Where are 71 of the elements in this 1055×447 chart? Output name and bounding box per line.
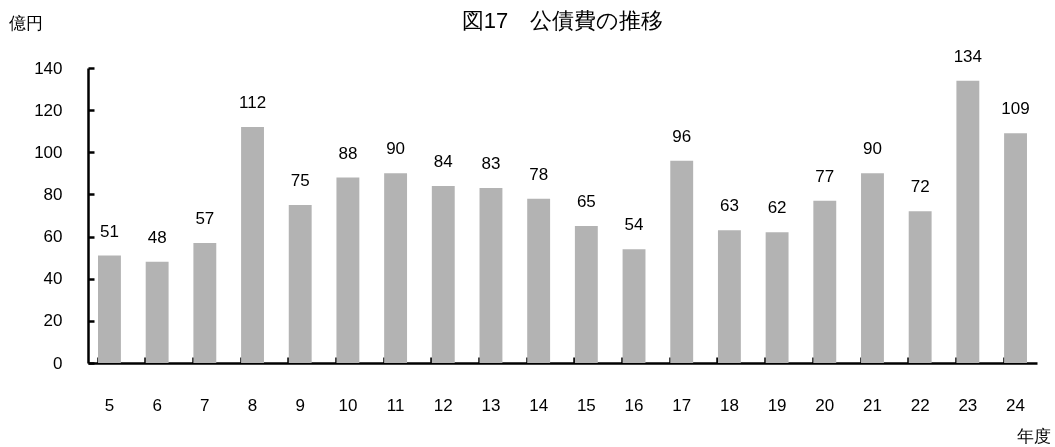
bar [98, 255, 121, 363]
data-label: 90 [386, 139, 406, 159]
x-tick-label: 23 [958, 395, 978, 415]
y-tick-label: 60 [43, 227, 63, 247]
bar [527, 198, 551, 363]
bar [908, 211, 932, 363]
bar [717, 230, 741, 363]
bar [765, 232, 789, 363]
x-tick-label: 22 [910, 395, 930, 415]
data-label: 72 [910, 177, 930, 197]
x-tick-label: 24 [1006, 395, 1025, 415]
data-label: 48 [147, 227, 167, 247]
x-tick-label: 13 [481, 395, 501, 415]
bar [145, 261, 169, 363]
bar [813, 200, 837, 363]
chart-title: 図17 公債費の推移 [461, 8, 664, 33]
x-tick-label: 21 [863, 395, 882, 415]
y-tick-label: 40 [43, 269, 63, 289]
x-tick-label: 9 [295, 395, 305, 415]
x-tick-label: 18 [719, 395, 739, 415]
bar [622, 249, 646, 363]
y-tick-label: 100 [34, 142, 63, 162]
bar [956, 80, 980, 363]
data-label: 54 [624, 215, 644, 235]
x-axis-title: 年度 [1016, 426, 1051, 446]
y-tick-label: 80 [43, 184, 63, 204]
bar [574, 226, 598, 363]
data-label: 77 [815, 166, 835, 186]
data-label: 112 [238, 93, 267, 112]
data-label: 90 [863, 139, 882, 159]
bar [193, 242, 217, 363]
data-label: 63 [719, 196, 739, 216]
data-label: 83 [481, 154, 501, 174]
bar [479, 188, 503, 363]
bar [288, 204, 312, 363]
x-tick-label: 14 [529, 395, 549, 415]
x-tick-label: 16 [624, 395, 644, 415]
data-label: 84 [433, 152, 453, 171]
bar [431, 186, 455, 363]
x-tick-label: 12 [433, 395, 453, 415]
bar [861, 173, 884, 363]
x-tick-label: 17 [672, 395, 692, 415]
x-tick-label: 8 [247, 395, 258, 415]
bar [384, 173, 408, 363]
y-tick-label: 140 [34, 58, 63, 78]
data-label: 62 [767, 198, 787, 218]
data-label: 109 [1001, 99, 1030, 119]
data-label: 65 [576, 192, 596, 212]
bar [670, 160, 694, 363]
data-label: 75 [290, 170, 310, 190]
x-tick-label: 11 [386, 395, 405, 415]
y-tick-label: 0 [53, 353, 63, 373]
x-tick-label: 20 [815, 395, 835, 415]
x-tick-label: 6 [152, 395, 162, 415]
y-axis-title: 億円 [8, 13, 43, 33]
x-tick-label: 15 [576, 395, 596, 415]
data-label: 88 [338, 143, 358, 163]
data-label: 78 [529, 164, 549, 184]
bar [241, 127, 264, 363]
data-label: 51 [100, 221, 119, 241]
bar [336, 177, 360, 363]
data-label: 96 [672, 126, 692, 146]
x-tick-label: 7 [200, 395, 210, 415]
x-tick-label: 10 [338, 395, 358, 415]
x-tick-label: 5 [104, 395, 115, 415]
bar [1004, 133, 1027, 363]
y-tick-label: 20 [43, 311, 63, 331]
data-label: 57 [195, 208, 215, 228]
y-tick-label: 120 [34, 100, 63, 120]
x-tick-label: 19 [767, 395, 787, 415]
data-label: 134 [953, 46, 983, 66]
